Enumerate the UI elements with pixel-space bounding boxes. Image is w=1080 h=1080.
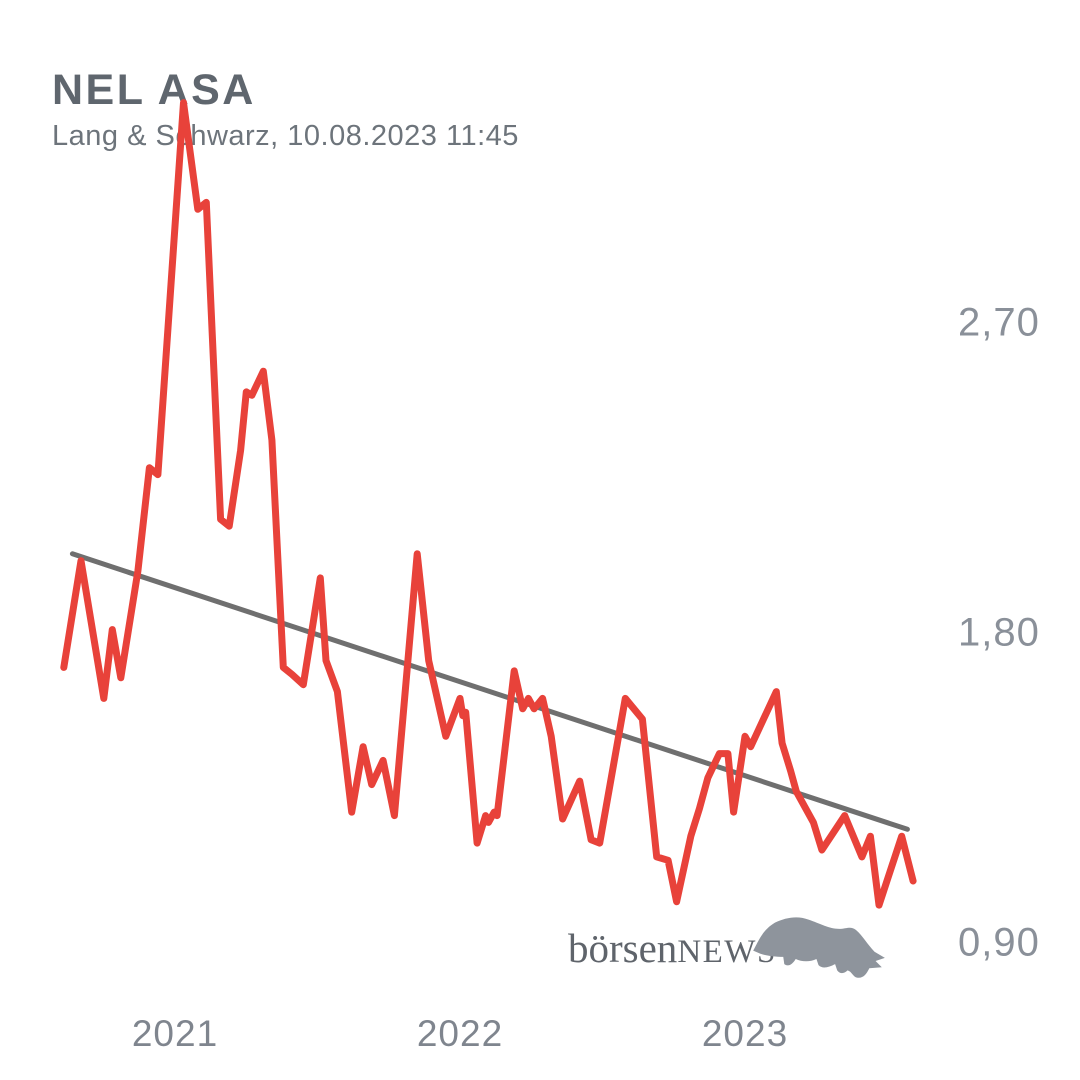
x-axis-label: 2021 xyxy=(131,1013,219,1054)
chart-subtitle: Lang & Schwarz, 10.08.2023 11:45 xyxy=(52,120,519,152)
y-axis-label: 2,70 xyxy=(958,300,1040,345)
trend-line xyxy=(69,551,910,832)
x-axis-label: 2022 xyxy=(416,1013,504,1054)
page-title: NEL ASA xyxy=(52,66,256,114)
bull-icon xyxy=(753,917,885,978)
x-axis-label: 2023 xyxy=(701,1013,789,1054)
y-axis-label: 0,90 xyxy=(958,920,1040,965)
logo-text-boersen: börsen xyxy=(568,925,678,971)
price-line xyxy=(60,99,917,909)
boersennews-logo: börsenNEWS xyxy=(568,917,885,984)
y-axis-label: 1,80 xyxy=(958,610,1040,655)
